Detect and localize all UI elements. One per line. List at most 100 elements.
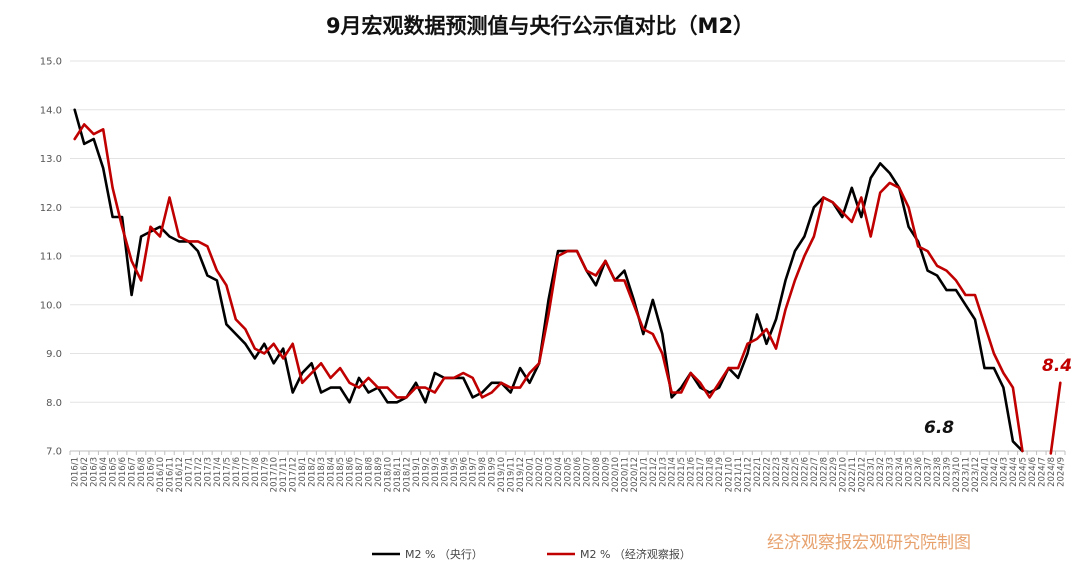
y-axis-ticks: 7.0 8.0 9.0 10.0 11.0 12.0 13.0 14.0 15.0 [40,57,62,458]
y-tick-label: 8.0 [46,398,62,409]
x-tick-label: 2016/5 [109,457,119,487]
x-tick-label: 2023/9 [943,457,953,487]
x-tick-label: 2020/10 [611,457,621,492]
y-tick-label: 13.0 [40,154,62,165]
x-tick-label: 2017/10 [270,457,280,492]
x-tick-label: 2016/10 [156,457,166,492]
x-tick-label: 2017/7 [241,457,251,487]
legend: M2 % （央行） M2 % （经济观察报） [372,547,691,561]
series-line-eeo [73,123,1062,455]
x-tick-label: 2022/10 [838,457,848,492]
x-tick-label: 2016/9 [147,457,157,487]
x-tick-label: 2017/11 [279,457,289,492]
x-tick-label: 2017/1 [184,457,194,487]
x-tick-label: 2022/7 [810,457,820,487]
annotation-pboc-latest: 6.8 [924,418,954,438]
x-tick-label: 2023/11 [962,457,972,492]
x-tick-label: 2023/5 [905,457,915,487]
x-tick-label: 2020/4 [554,457,564,487]
x-tick-label: 2023/10 [952,457,962,492]
x-tick-label: 2019/2 [421,457,431,487]
x-tick-label: 2019/7 [469,457,479,487]
series-lines [75,110,1061,454]
x-tick-label: 2021/12 [744,457,754,492]
x-tick-label: 2023/6 [914,457,924,487]
x-tick-label: 2016/12 [175,457,185,492]
y-tick-label: 10.0 [40,300,62,311]
x-tick-label: 2022/9 [829,457,839,487]
x-tick-label: 2018/6 [346,457,356,487]
x-tick-label: 2016/11 [166,457,176,492]
x-tick-label: 2021/2 [649,457,659,487]
x-tick-label: 2024/2 [990,457,1000,487]
x-tick-label: 2020/1 [526,457,536,487]
x-tick-label: 2018/12 [402,457,412,492]
x-tick-label: 2022/3 [772,457,782,487]
x-tick-label: 2022/12 [857,457,867,492]
x-tick-label: 2017/3 [203,457,213,487]
x-tick-label: 2018/1 [298,457,308,487]
x-tick-label: 2018/3 [317,457,327,487]
x-tick-label: 2024/8 [1047,457,1057,487]
x-tick-label: 2019/1 [412,457,422,487]
x-tick-label: 2019/9 [488,457,498,487]
x-tick-label: 2021/3 [658,457,668,487]
x-tick-label: 2024/1 [980,457,990,487]
x-tick-label: 2019/10 [497,457,507,492]
x-tick-label: 2020/12 [630,457,640,492]
x-tick-label: 2019/11 [507,457,517,492]
x-tick-label: 2016/6 [118,457,128,487]
x-tick-label: 2018/2 [308,457,318,487]
x-tick-label: 2017/12 [289,457,299,492]
x-tick-label: 2020/5 [564,457,574,487]
x-tick-label: 2017/8 [251,457,261,487]
x-tick-label: 2017/9 [260,457,270,487]
x-tick-label: 2020/11 [620,457,630,492]
x-tick-label: 2018/5 [336,457,346,487]
x-tick-label: 2019/3 [431,457,441,487]
x-tick-label: 2019/8 [478,457,488,487]
x-tick-label: 2020/7 [582,457,592,487]
x-tick-label: 2021/9 [715,457,725,487]
x-tick-label: 2022/4 [781,457,791,487]
x-tick-label: 2021/8 [706,457,716,487]
legend-label: M2 % （央行） [405,548,483,561]
x-tick-label: 2021/7 [696,457,706,487]
x-tick-label: 2021/5 [677,457,687,487]
x-tick-label: 2022/5 [791,457,801,487]
y-tick-label: 7.0 [46,447,62,458]
x-tick-label: 2023/12 [971,457,981,492]
x-tick-label: 2017/4 [213,457,223,487]
x-axis: 2016/1 2016/2 2016/3 2016/4 2016/5 2016/6 2016… [69,451,1066,492]
x-tick-label: 2017/2 [194,457,204,487]
x-tick-label: 2019/12 [516,457,526,492]
x-tick-label: 2022/6 [800,457,810,487]
x-tick-label: 2024/7 [1037,457,1047,487]
x-tick-label: 2018/10 [383,457,393,492]
x-tick-label: 2020/3 [545,457,555,487]
x-tick-label: 2023/3 [886,457,896,487]
x-tick-label: 2024/3 [999,457,1009,487]
x-tick-label: 2016/7 [128,457,138,487]
legend-label: M2 % （经济观察报） [580,547,691,561]
x-tick-label: 2024/4 [1009,457,1019,487]
x-tick-label: 2020/8 [592,457,602,487]
y-tick-label: 11.0 [40,252,62,263]
x-tick-label: 2016/1 [71,457,81,487]
x-tick-label: 2022/11 [848,457,858,492]
x-tick-label: 2021/6 [687,457,697,487]
x-tick-label: 2022/1 [753,457,763,487]
x-tick-label: 2020/2 [535,457,545,487]
x-tick-label: 2023/1 [867,457,877,487]
x-tick-label: 2017/5 [222,457,232,487]
x-tick-label: 2024/6 [1028,457,1038,487]
gridlines [70,60,1065,452]
x-tick-label: 2020/6 [573,457,583,487]
annotations: 6.8 8.4 [924,356,1072,438]
x-tick-label: 2021/4 [668,457,678,487]
x-tick-label: 2016/3 [90,457,100,487]
x-tick-label: 2019/4 [440,457,450,487]
x-tick-label: 2019/6 [459,457,469,487]
x-tick-label: 2024/5 [1018,457,1028,487]
